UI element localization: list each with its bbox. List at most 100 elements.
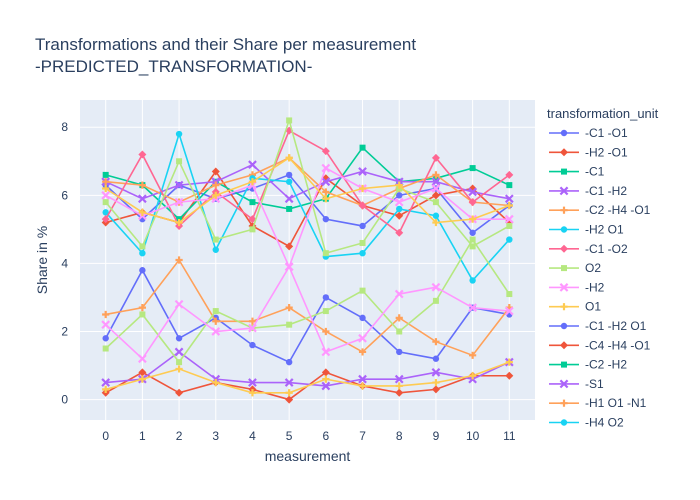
y-axis-title: Share in % <box>34 226 50 294</box>
series-line <box>104 129 510 234</box>
legend-item[interactable]: -H2 -O1 <box>549 145 628 159</box>
data-point <box>469 277 476 284</box>
data-point <box>211 327 221 336</box>
legend-label: -C1 -O1 <box>585 126 628 140</box>
plot-area[interactable] <box>80 100 535 420</box>
data-point <box>395 211 404 220</box>
data-point <box>504 194 514 204</box>
y-tick-label: 6 <box>61 188 68 202</box>
legend-swatch-marker <box>560 129 568 137</box>
data-point <box>506 291 513 298</box>
data-point <box>286 117 293 124</box>
data-point <box>469 165 476 172</box>
data-point <box>101 378 111 387</box>
data-point <box>322 195 330 203</box>
data-point <box>359 144 366 151</box>
data-point <box>468 198 477 207</box>
data-point <box>212 191 220 199</box>
data-point <box>175 130 183 138</box>
legend-item[interactable]: -C1 -H2 O1 <box>549 319 647 333</box>
data-point <box>395 181 403 189</box>
data-point <box>102 310 110 319</box>
legend-label: -S1 <box>585 377 604 391</box>
legend-swatch-marker <box>561 265 567 272</box>
data-point <box>469 236 476 243</box>
legend-item[interactable]: -C4 -H4 -O1 <box>549 338 651 352</box>
data-point <box>469 229 476 236</box>
data-point <box>431 367 441 377</box>
series-line <box>105 163 510 200</box>
data-point <box>432 355 440 362</box>
legend-item[interactable]: -H2 O1 <box>549 223 624 237</box>
data-point <box>395 382 403 390</box>
data-point <box>138 375 146 383</box>
data-point <box>285 154 293 162</box>
legend-item[interactable]: -C1 -H2 <box>549 184 627 198</box>
legend-item[interactable]: -C2 -H2 <box>549 358 627 372</box>
data-point <box>322 215 330 223</box>
data-point <box>432 297 439 304</box>
y-tick-label: 4 <box>61 256 68 270</box>
data-point <box>394 289 404 299</box>
chart-title: Transformations and their Share per meas… <box>35 35 416 54</box>
series-line <box>105 173 510 234</box>
data-point <box>102 209 109 216</box>
data-point <box>321 368 330 377</box>
legend-swatch-marker <box>560 399 568 407</box>
data-point <box>176 359 183 366</box>
legend-item[interactable]: O1 <box>549 300 601 314</box>
data-point <box>138 208 146 216</box>
data-point <box>174 299 184 309</box>
data-point <box>322 308 329 315</box>
data-point <box>395 314 403 322</box>
data-point <box>139 243 146 250</box>
data-point <box>285 304 293 312</box>
data-point <box>286 205 293 212</box>
data-point <box>102 385 110 393</box>
data-point <box>322 327 330 336</box>
data-point <box>285 126 294 135</box>
series-19 <box>102 358 513 397</box>
data-point <box>359 287 366 294</box>
legend-item[interactable]: -C2 -H4 -O1 <box>549 203 651 217</box>
data-point <box>358 333 367 343</box>
data-point <box>248 215 257 224</box>
data-point <box>432 378 440 387</box>
data-point <box>175 365 183 373</box>
data-point <box>285 242 294 251</box>
legend-item[interactable]: -H4 O2 <box>549 416 624 430</box>
legend-item[interactable]: -C1 -O2 <box>549 242 628 256</box>
series-8 <box>102 117 513 257</box>
data-point <box>138 194 147 204</box>
data-point <box>138 354 147 364</box>
legend[interactable]: -C1 -O1 -H2 -O1 -C1 -C1 -H2 -C2 -H4 -O1 -H2 O… <box>549 126 651 430</box>
data-point <box>102 335 109 342</box>
series-18 <box>101 262 514 364</box>
chart-subtitle: -PREDICTED_TRANSFORMATION- <box>35 57 312 76</box>
legend-item[interactable]: -H2 <box>549 280 605 294</box>
data-point <box>322 250 329 257</box>
data-point <box>248 317 257 325</box>
legend-item[interactable]: -H1 O1 -N1 <box>549 396 647 410</box>
legend-label: -H2 O1 <box>585 223 624 237</box>
data-point <box>432 212 440 219</box>
legend-item[interactable]: -C1 -O1 <box>549 126 628 140</box>
legend-item[interactable]: O2 <box>549 261 601 275</box>
x-tick-label: 2 <box>176 429 183 443</box>
data-point <box>285 395 294 404</box>
data-point <box>138 150 147 159</box>
data-point <box>396 205 403 213</box>
legend-item[interactable]: -C1 <box>549 165 605 179</box>
legend-item[interactable]: -S1 <box>549 377 604 391</box>
data-point <box>359 222 366 230</box>
legend-label: -C1 -H2 O1 <box>585 319 647 333</box>
data-point <box>358 348 367 356</box>
series-15 <box>102 256 513 359</box>
series-line <box>105 350 510 387</box>
data-point <box>284 262 294 272</box>
legend-label: O2 <box>585 261 601 275</box>
data-point <box>138 181 146 189</box>
legend-swatch-marker <box>560 322 568 330</box>
data-point <box>506 222 513 229</box>
data-point <box>249 199 256 206</box>
